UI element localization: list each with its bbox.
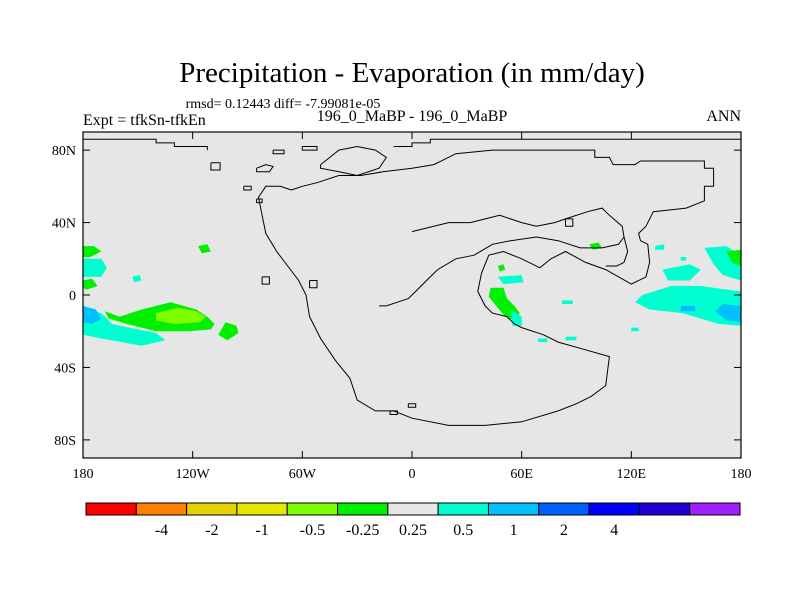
colorbar-swatch [638,502,691,516]
region-green-arabia [497,264,506,272]
coastline-south-island [389,410,398,415]
coastline-arctic-island-2 [301,146,318,151]
x-tick-label: 180 [73,467,94,482]
colorbar-label: -4 [155,522,168,539]
x-tick-label: 60E [510,467,533,482]
coastline-island-n1 [210,162,221,171]
colorbar-label: -2 [205,522,218,539]
colorbar-swatch [337,502,389,516]
y-tick-label: 80S [54,434,76,449]
x-tick-label: 0 [409,467,416,482]
stats-line: rmsd= 0.12443 diff= -7.99081e-05 [186,97,381,112]
axis-ticks: 180 120W 60W 0 60E 120E 180 80N 40N 0 40S 80S [52,132,752,482]
colorbar-label: 1 [510,522,518,539]
colorbar-label: -0.5 [300,522,325,539]
colorbar-swatch [236,502,288,516]
colorbar-swatch [186,502,238,516]
season-label: ANN [706,108,741,125]
coastline-arctic-coast-west [83,138,208,151]
y-tick-label: 40S [54,361,76,376]
coastline-tethys-east-inlet [605,236,629,267]
coastline-arctic-island [272,149,285,155]
region-green-pacific-dot [198,244,211,254]
chart-title: Precipitation - Evaporation (in mm/day) [179,57,645,89]
coastline-baffin-island [256,164,274,173]
region-blue-east-edge [715,304,741,323]
colorbar: -4 -2 -1 -0.5 -0.25 0.25 0.5 1 2 4 [85,502,741,539]
region-lightgreen-spcz-core [156,307,206,324]
coastline-island-n3 [243,185,252,191]
region-cyan-indian-south-2 [565,336,577,341]
colorbar-swatch [85,502,137,516]
coastline-pangaea-main [257,149,715,426]
region-cyan-pacific-dot [132,275,142,283]
region-green-east-edge [726,249,741,266]
colorbar-label: -1 [255,522,268,539]
case-label: 196_0_MaBP - 196_0_MaBP [317,108,508,125]
coastline-island-n2 [256,198,263,204]
coastline-tethys-coast [379,207,625,307]
y-tick-label: 40N [52,217,76,232]
colorbar-label: 4 [610,522,618,539]
region-cyan-africa [510,309,522,326]
colorbar-swatch [437,502,489,516]
region-cyan-east-north [662,264,701,281]
region-blue-east-dot [680,305,696,312]
colorbar-swatch [286,502,339,516]
y-tick-label: 0 [69,289,76,304]
region-cyan-east-dot-3 [631,327,639,332]
colorbar-swatch [588,502,640,516]
region-cyan-indian-south [538,338,548,343]
colorbar-swatch [538,502,590,516]
map-panel: 180 120W 60W 0 60E 120E 180 80N 40N 0 40S 80S [52,131,752,482]
region-cyan-east-pacific [635,285,741,326]
region-cyan-east-dot [655,244,665,250]
region-cyan-east-dot-2 [680,257,687,261]
region-green-east-south-pacific [218,322,239,341]
experiment-label: Expt = tfkSn-tfkEn [83,112,206,129]
region-cyan-south-pacific [83,307,166,346]
colorbar-swatch [135,502,188,516]
colorbar-label: 0.5 [453,522,473,539]
coastline-sea-island [261,276,270,285]
colorbar-label: 0.25 [399,522,427,539]
coastline-south-island-2 [407,403,417,408]
coastlines [83,138,741,426]
coastline-pacific-island [309,280,318,289]
region-cyan-arabia [497,275,524,285]
coastline-tethys-island [565,218,574,227]
y-tick-label: 80N [52,144,76,159]
colorbar-swatch [487,502,540,516]
x-tick-label: 60W [289,467,317,482]
region-blue-west-edge [83,305,102,324]
coastline-arctic-coast-east [393,138,741,147]
colorbar-swatch [387,502,439,516]
contour-regions [83,242,741,346]
region-green-pacific-itcz [83,246,102,257]
colorbar-label: -0.25 [346,522,379,539]
coastline-greenland [320,145,388,177]
colorbar-label: 2 [560,522,568,539]
region-cyan-pacific-north [83,258,107,277]
colorbar-swatch [689,502,741,516]
region-cyan-indian [561,300,573,305]
x-tick-label: 120W [176,467,211,482]
x-tick-label: 180 [731,467,752,482]
x-tick-label: 120E [617,467,647,482]
region-green-pacific-itcz-2 [83,278,98,290]
